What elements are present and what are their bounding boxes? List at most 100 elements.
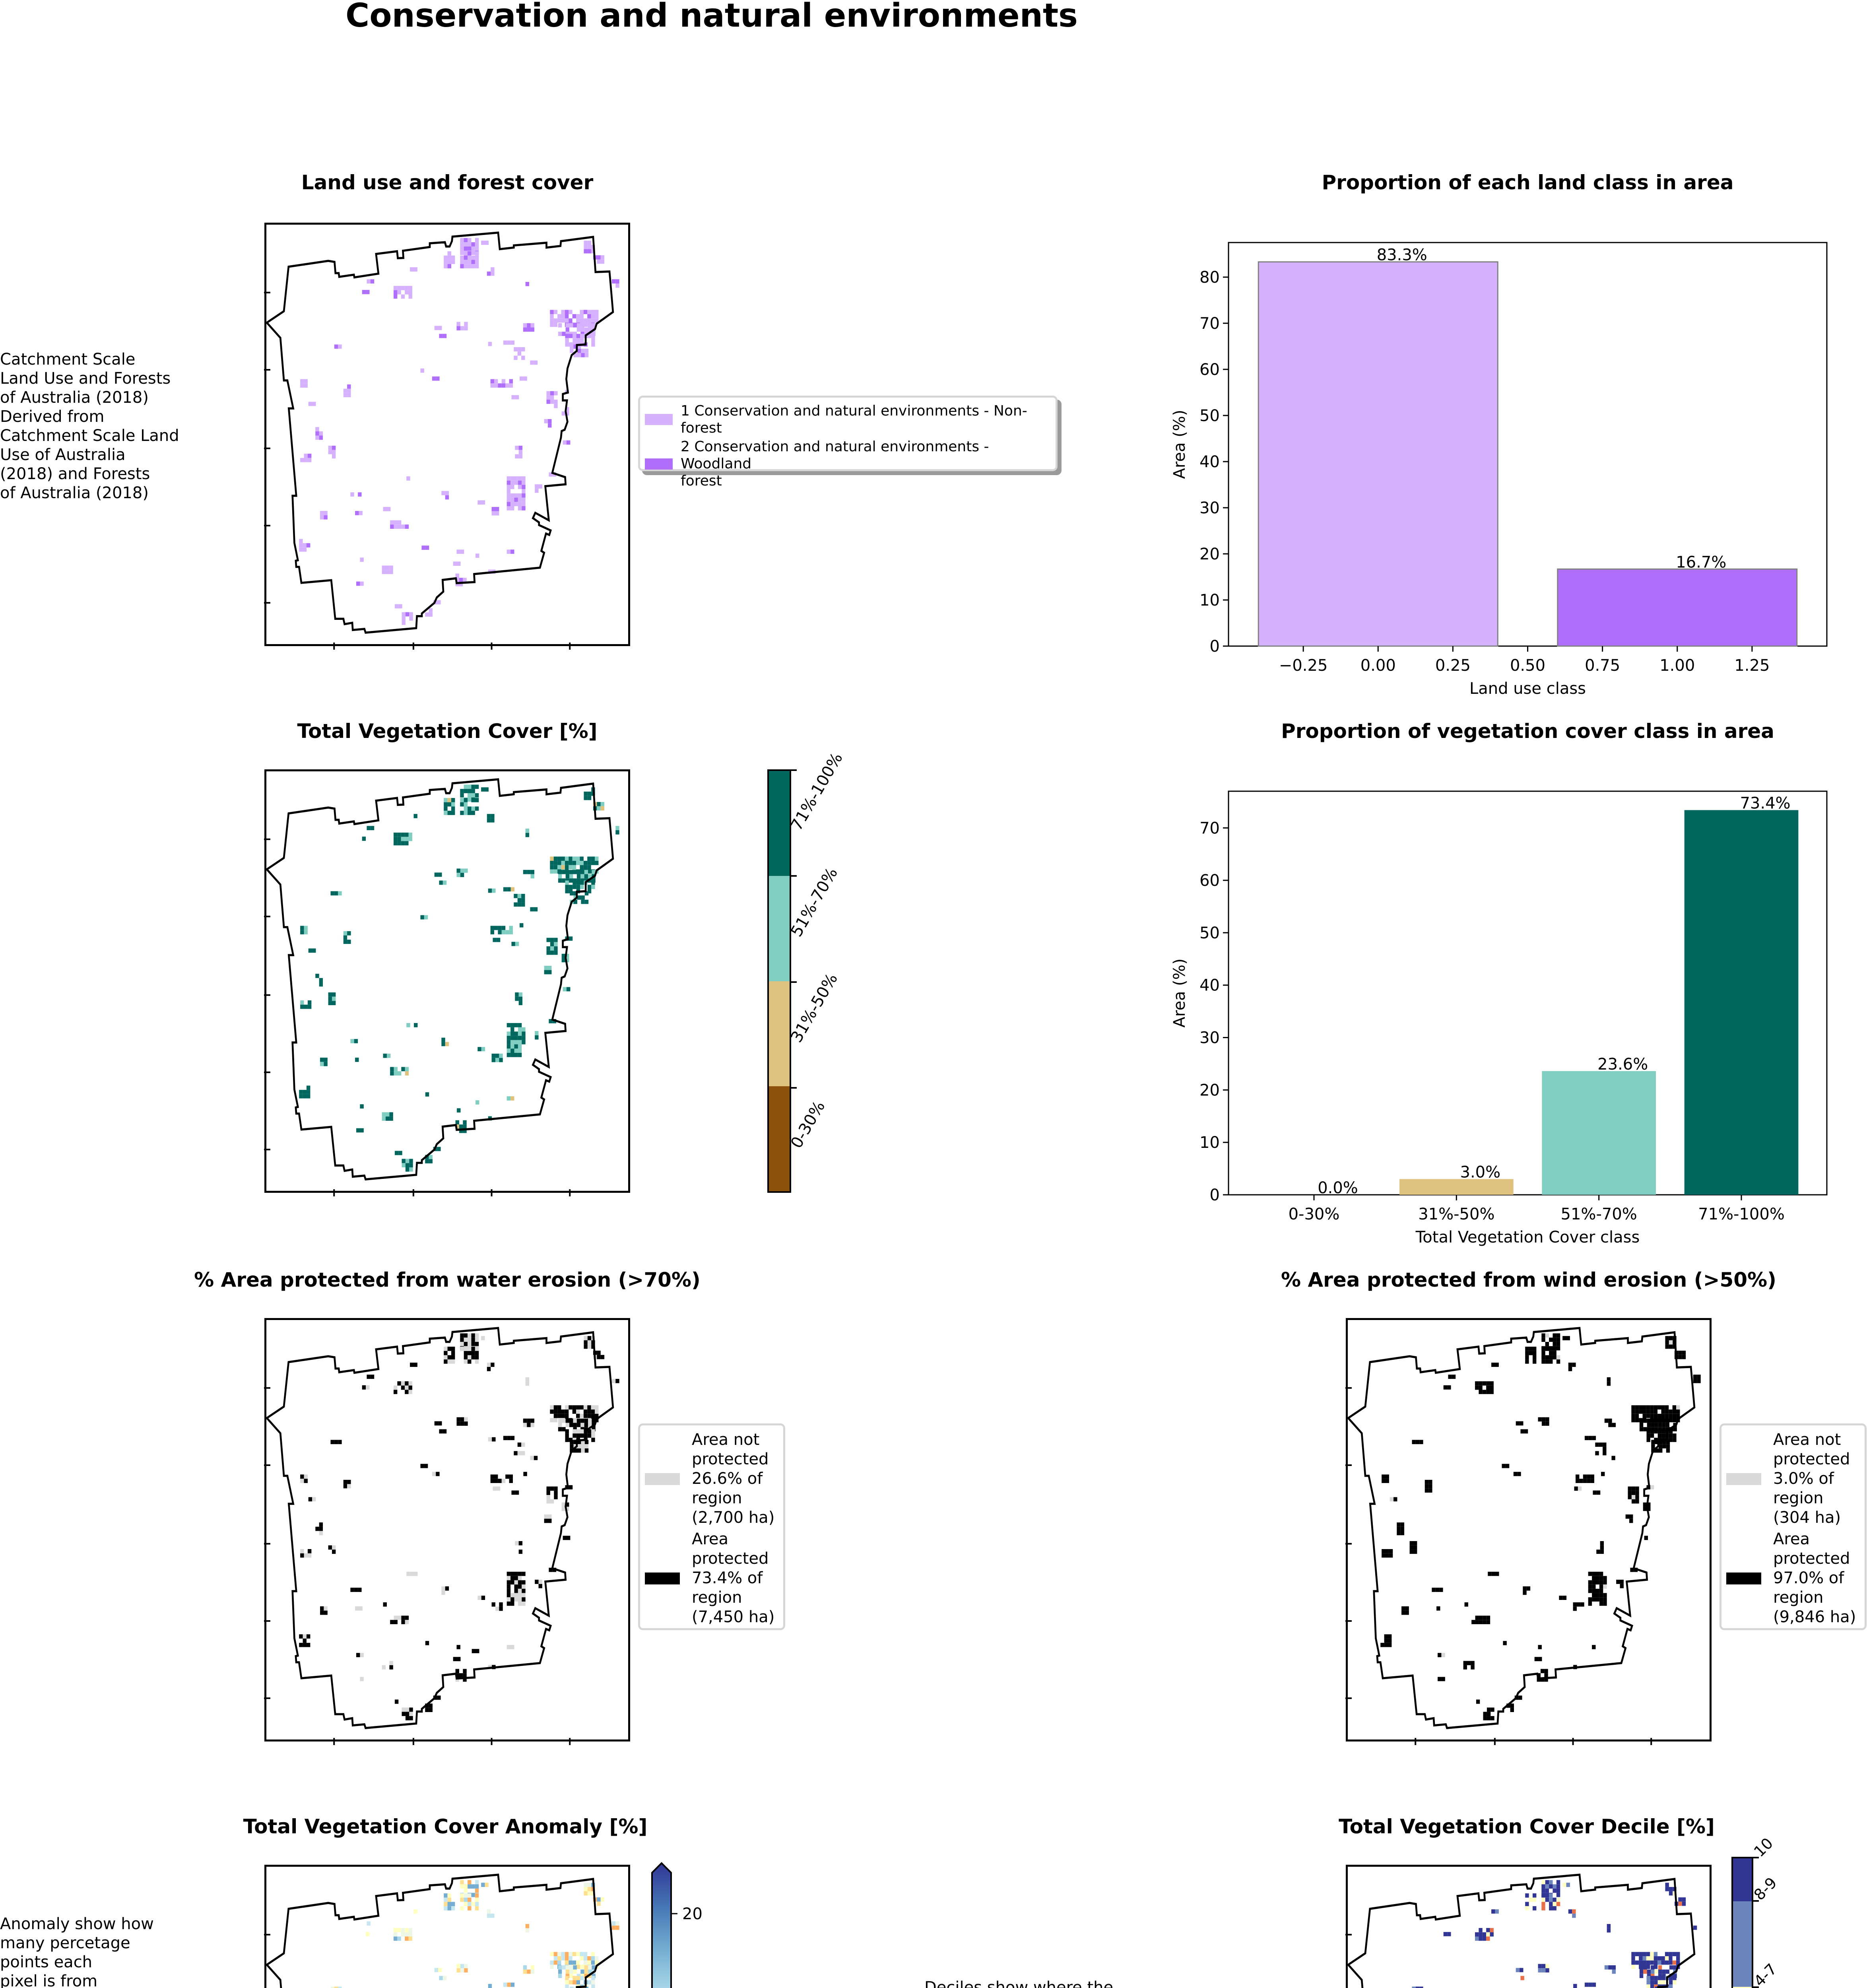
map-pixel <box>315 435 319 440</box>
map-pixel <box>1661 1956 1665 1961</box>
map-pixel <box>507 485 511 489</box>
map-pixel <box>534 1456 538 1460</box>
map-pixel <box>561 1502 566 1507</box>
map-pixel <box>507 1023 511 1027</box>
map-pixel <box>1639 1965 1644 1970</box>
map-pixel <box>299 1642 303 1647</box>
map-pixel <box>405 833 409 837</box>
map-pixel <box>569 1485 573 1490</box>
map-pixel <box>1607 1928 1611 1933</box>
map-pixel <box>437 600 441 605</box>
map-pixel <box>591 334 595 338</box>
map-pixel <box>437 1147 441 1151</box>
map-pixel <box>514 1040 518 1044</box>
map-pixel <box>577 344 581 349</box>
map-pixel <box>464 1888 468 1893</box>
map-pixel <box>569 936 573 941</box>
map-pixel <box>549 1567 553 1572</box>
map-pixel <box>1532 1346 1537 1351</box>
map-pixel <box>514 1576 518 1580</box>
map-pixel <box>429 612 433 617</box>
map-pixel <box>1654 1984 1658 1988</box>
map-pixel <box>1390 1497 1394 1502</box>
map-pixel <box>522 476 526 481</box>
map-pixel <box>562 1965 566 1970</box>
map-pixel <box>550 391 554 396</box>
map-pixel <box>514 493 518 498</box>
map-pixel <box>350 1039 354 1043</box>
y-tick-label: 80 <box>1199 268 1220 287</box>
map-pixel <box>1443 1932 1448 1936</box>
map-pixel <box>1578 1486 1582 1491</box>
map-pixel <box>455 1120 459 1125</box>
map-pixel <box>303 543 307 547</box>
map-pixel <box>1486 1381 1490 1386</box>
map-pixel <box>546 1495 550 1499</box>
map-pixel <box>1631 1418 1635 1423</box>
map-pixel <box>1385 1474 1389 1479</box>
map-pixel <box>518 1588 522 1593</box>
map-pixel <box>518 992 523 997</box>
map-pixel <box>1647 1974 1651 1978</box>
map-pixel <box>1655 1986 1659 1988</box>
map-pixel <box>510 1027 514 1032</box>
map-pixel <box>510 1982 515 1987</box>
map-pixel <box>420 368 424 373</box>
map-pixel <box>401 524 405 529</box>
map-pixel <box>441 1586 445 1591</box>
map-pixel <box>1447 1385 1451 1390</box>
map-pixel <box>1438 1677 1442 1681</box>
map-pixel <box>558 1418 562 1423</box>
map-pixel <box>1576 1479 1580 1483</box>
map-pixel <box>464 1897 468 1902</box>
map-pixel <box>1525 1893 1529 1898</box>
map-pixel <box>1385 1549 1389 1553</box>
map-pixel <box>475 1338 479 1342</box>
map-pixel <box>306 1090 311 1094</box>
colorbar-segment <box>769 876 790 981</box>
map-pixel <box>444 1346 448 1351</box>
map-pixel <box>406 476 410 481</box>
map-pixel <box>554 391 558 396</box>
map-pixel <box>580 1427 584 1431</box>
map-pixel <box>565 1974 570 1978</box>
map-pixel <box>409 1712 413 1716</box>
map-pixel <box>573 1976 576 1980</box>
map-pixel <box>1541 1880 1545 1885</box>
map-pixel <box>538 484 542 489</box>
map-pixel <box>1592 1593 1596 1598</box>
x-axis-label: Total Vegetation Cover class <box>1415 1228 1640 1246</box>
map-pixel <box>577 1444 581 1448</box>
tvc-colorbar-labels: 0-30% 31%-50% 51%-70% 71%-100% <box>787 750 910 1193</box>
colorbar-tick <box>791 1087 797 1089</box>
map-pixel <box>530 360 534 365</box>
x-tick-label: 1.00 <box>1659 656 1695 675</box>
map-pixel <box>595 314 599 318</box>
map-pixel <box>511 942 515 946</box>
y-tick-label: 20 <box>1199 1081 1220 1099</box>
map-pixel <box>562 332 566 336</box>
map-pixel <box>429 608 433 613</box>
map-pixel <box>493 938 497 942</box>
map-pixel <box>444 1351 448 1355</box>
map-pixel <box>587 241 592 245</box>
map-pixel <box>507 887 511 892</box>
map-pixel <box>561 958 566 963</box>
map-pixel <box>518 1602 522 1606</box>
map-pixel <box>1419 1986 1423 1988</box>
map-pixel <box>557 1960 561 1965</box>
map-pixel <box>573 1427 577 1431</box>
map-pixel <box>1676 1956 1680 1961</box>
tvc-colorbar <box>767 769 791 1193</box>
map-pixel <box>413 814 417 818</box>
map-pixel <box>592 332 596 336</box>
map-pixel <box>1568 1909 1572 1914</box>
y-tick-label: 10 <box>1199 591 1220 610</box>
map-pixel <box>405 1159 409 1163</box>
map-pixel <box>424 1464 428 1468</box>
map-pixel <box>580 1405 584 1410</box>
map-pixel <box>464 798 468 802</box>
map-pixel <box>1676 1952 1680 1957</box>
map-pixel <box>1665 1952 1669 1957</box>
map-pixel <box>576 1405 580 1410</box>
